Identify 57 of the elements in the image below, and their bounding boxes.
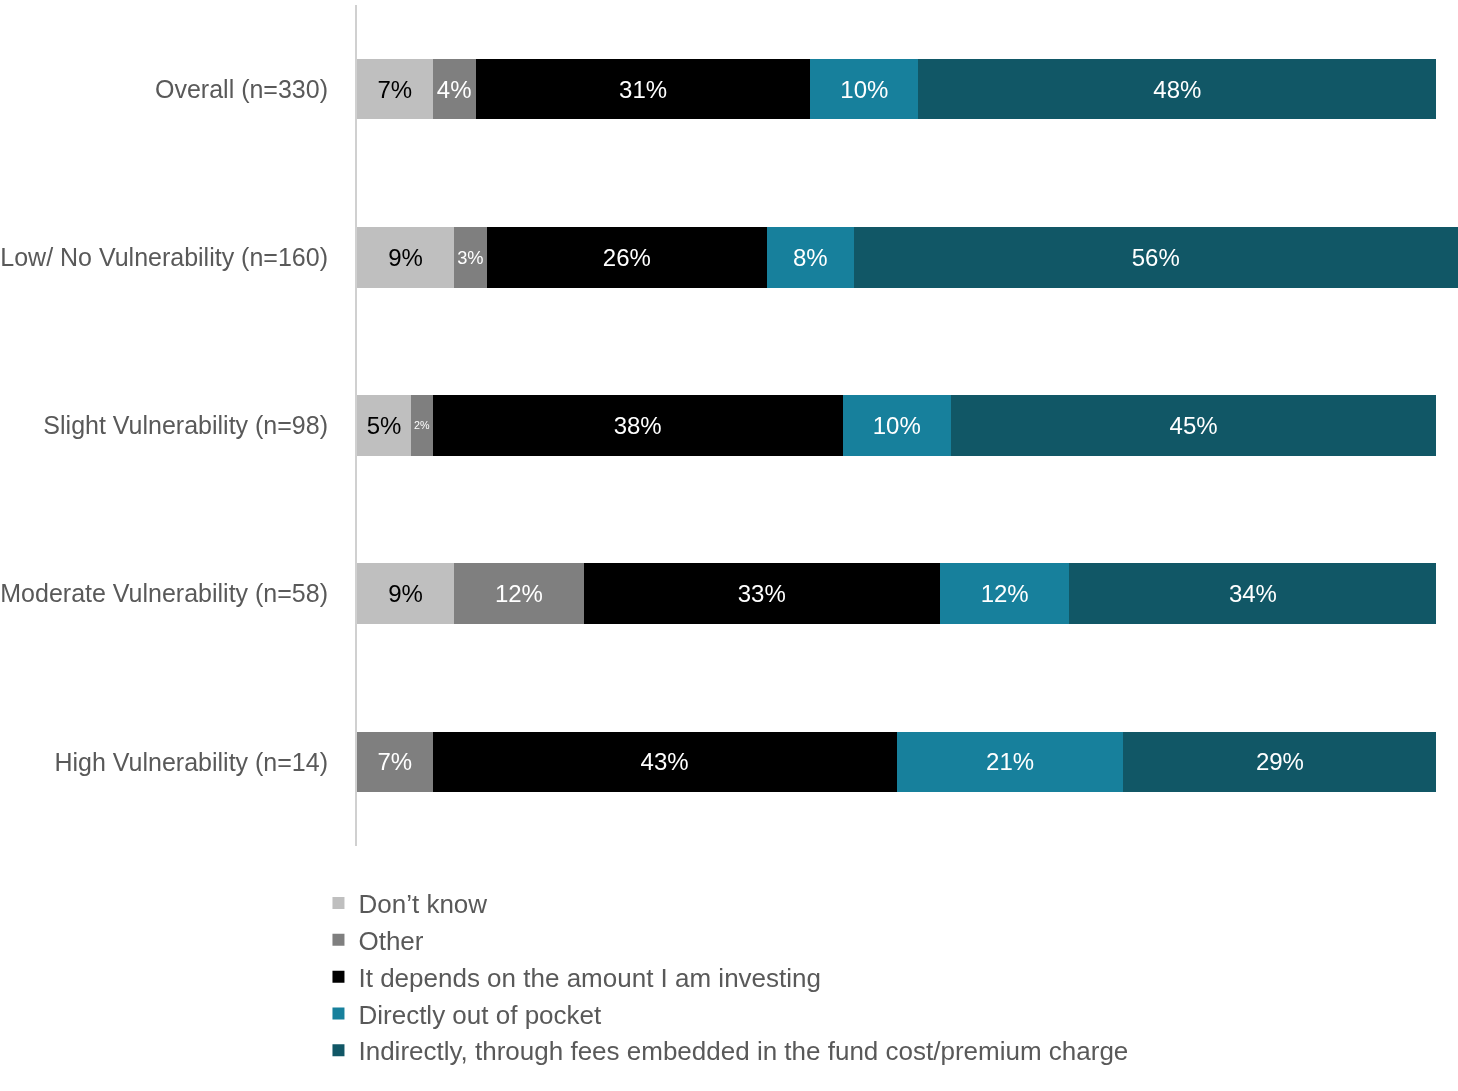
legend-label: Indirectly, through fees embedded in the fund cost/premium charge — [358, 1036, 1129, 1067]
bar — [950, 395, 1437, 456]
data-label: 21% — [986, 748, 1035, 776]
bar — [853, 227, 1458, 288]
data-label: 7% — [377, 75, 413, 103]
y-tick-label: Low/ No Vulnerability (n=160) — [0, 243, 328, 272]
data-label: 10% — [872, 412, 921, 439]
bar — [410, 395, 433, 456]
data-label: 12% — [980, 580, 1029, 608]
data-label: 7% — [377, 748, 413, 776]
data-label: 45% — [1169, 412, 1218, 439]
data-label: 31% — [619, 75, 668, 103]
bar — [583, 563, 940, 624]
data-label: 3% — [457, 246, 484, 268]
bar — [810, 58, 919, 120]
data-label: 33% — [737, 580, 786, 608]
data-label: 12% — [494, 580, 543, 608]
bar — [432, 395, 843, 456]
bar — [357, 227, 455, 288]
data-label: 8% — [793, 243, 828, 271]
bar — [357, 563, 455, 624]
data-label: 56% — [1131, 243, 1180, 271]
data-label: 4% — [436, 75, 472, 103]
legend-label: Don’t know — [358, 889, 488, 920]
data-label: 38% — [613, 412, 662, 439]
bar — [767, 227, 854, 288]
data-label: 34% — [1228, 580, 1277, 608]
legend-label: Other — [358, 925, 424, 956]
data-label: 26% — [602, 243, 651, 271]
data-label: 48% — [1153, 75, 1202, 103]
bar — [1069, 563, 1437, 624]
bar — [357, 395, 411, 456]
y-tick-label: Slight Vulnerability (n=98) — [43, 411, 328, 440]
bar — [432, 731, 897, 793]
bar — [357, 731, 433, 793]
bar — [1123, 731, 1437, 793]
legend-label: Directly out of pocket — [358, 999, 603, 1030]
data-label: 10% — [840, 75, 889, 103]
data-label: 43% — [640, 748, 689, 776]
bar — [475, 58, 811, 120]
data-label: 2% — [413, 419, 430, 432]
bar — [896, 731, 1124, 793]
bar — [939, 563, 1070, 624]
y-tick-label: High Vulnerability (n=14) — [54, 747, 328, 776]
data-label: 29% — [1255, 748, 1304, 776]
bar — [842, 395, 951, 456]
y-tick-label: Moderate Vulnerability (n=58) — [0, 579, 328, 608]
data-label: 9% — [388, 243, 423, 271]
bar — [357, 58, 433, 120]
legend-label: It depends on the amount I am investing — [358, 962, 821, 993]
bar — [486, 227, 768, 288]
data-label: 9% — [388, 580, 423, 608]
bar — [454, 563, 584, 624]
bar — [918, 58, 1437, 120]
y-tick-label: Overall (n=330) — [155, 74, 328, 103]
data-label: 5% — [366, 412, 402, 439]
bar — [454, 227, 487, 288]
